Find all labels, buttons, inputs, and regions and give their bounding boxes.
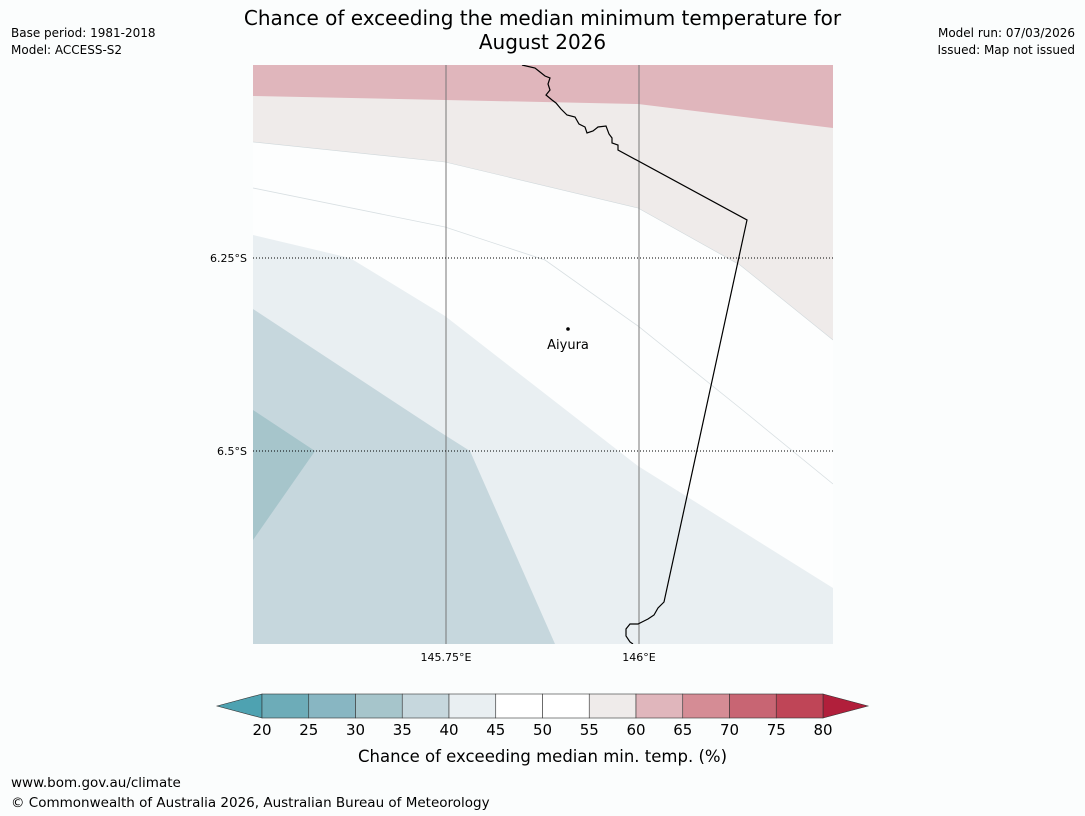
map-area: Aiyura bbox=[253, 65, 833, 644]
colorbar-tick-label: 40 bbox=[439, 721, 458, 739]
colorbar: 20 25 30 35 40 45 50 55 60 65 70 75 80 Chance of exc… bbox=[215, 693, 870, 766]
model-name: Model: ACCESS-S2 bbox=[11, 43, 123, 57]
title-line-2: August 2026 bbox=[478, 30, 607, 54]
band-55-60 bbox=[253, 65, 833, 340]
colorbar-swatch bbox=[635, 693, 684, 719]
colorbar-swatch bbox=[401, 693, 450, 719]
colorbar-low-extend bbox=[215, 693, 263, 719]
colorbar-tick-label: 65 bbox=[673, 721, 692, 739]
title-line-1: Chance of exceeding the median minimum t… bbox=[243, 6, 842, 30]
contour-line bbox=[253, 141, 833, 341]
lon-label-146: 146°E bbox=[622, 651, 655, 664]
colorbar-swatch bbox=[495, 693, 543, 719]
colorbar-swatch bbox=[682, 693, 730, 719]
place-label-aiyura: Aiyura bbox=[547, 338, 589, 353]
lat-label-6-5: 6.5°S bbox=[217, 445, 247, 458]
colorbar-swatch bbox=[308, 693, 356, 719]
band-35-40 bbox=[253, 309, 555, 644]
colorbar-swatch bbox=[775, 693, 824, 719]
footer-copyright: © Commonwealth of Australia 2026, Austra… bbox=[11, 795, 490, 811]
colorbar-tick-label: 55 bbox=[580, 721, 599, 739]
footer-url: www.bom.gov.au/climate bbox=[11, 775, 181, 791]
colorbar-tick-label: 35 bbox=[393, 721, 412, 739]
colorbar-swatch bbox=[729, 693, 777, 719]
base-period: Base period: 1981-2018 bbox=[11, 26, 156, 40]
colorbar-swatch bbox=[355, 693, 403, 719]
colorbar-tick-label: 50 bbox=[533, 721, 552, 739]
colorbar-swatch bbox=[588, 693, 637, 719]
model-run: Model run: 07/03/2026 bbox=[937, 26, 1075, 40]
colorbar-tick-label: 60 bbox=[626, 721, 645, 739]
colorbar-tick-label: 45 bbox=[486, 721, 505, 739]
province-boundary bbox=[521, 65, 748, 644]
lat-label-6-25: 6.25°S bbox=[210, 252, 247, 265]
colorbar-tick-label: 30 bbox=[346, 721, 365, 739]
issued-status: Issued: Map not issued bbox=[937, 43, 1075, 57]
location-dot-icon bbox=[566, 327, 570, 331]
colorbar-tick-label: 25 bbox=[299, 721, 318, 739]
colorbar-tick-label: 70 bbox=[720, 721, 739, 739]
band-30-35 bbox=[253, 410, 315, 540]
colorbar-label: Chance of exceeding median min. temp. (%… bbox=[358, 747, 727, 766]
lon-label-145-75: 145.75°E bbox=[421, 651, 472, 664]
band-60-65 bbox=[253, 65, 833, 128]
map-title: Chance of exceeding the median minimum t… bbox=[200, 6, 885, 54]
colorbar-tick-label: 75 bbox=[767, 721, 786, 739]
colorbar-swatch bbox=[261, 693, 310, 719]
colorbar-swatch bbox=[448, 693, 497, 719]
colorbar-swatch bbox=[542, 693, 590, 719]
header-meta-right: Model run: 07/03/2026 Issued: Map not is… bbox=[937, 25, 1075, 59]
contour-line bbox=[253, 187, 833, 485]
colorbar-tick-label: 80 bbox=[813, 721, 832, 739]
colorbar-tick-label: 20 bbox=[252, 721, 271, 739]
header-meta-left: Base period: 1981-2018 Model: ACCESS-S2 bbox=[11, 25, 156, 59]
colorbar-high-extend bbox=[822, 693, 870, 719]
